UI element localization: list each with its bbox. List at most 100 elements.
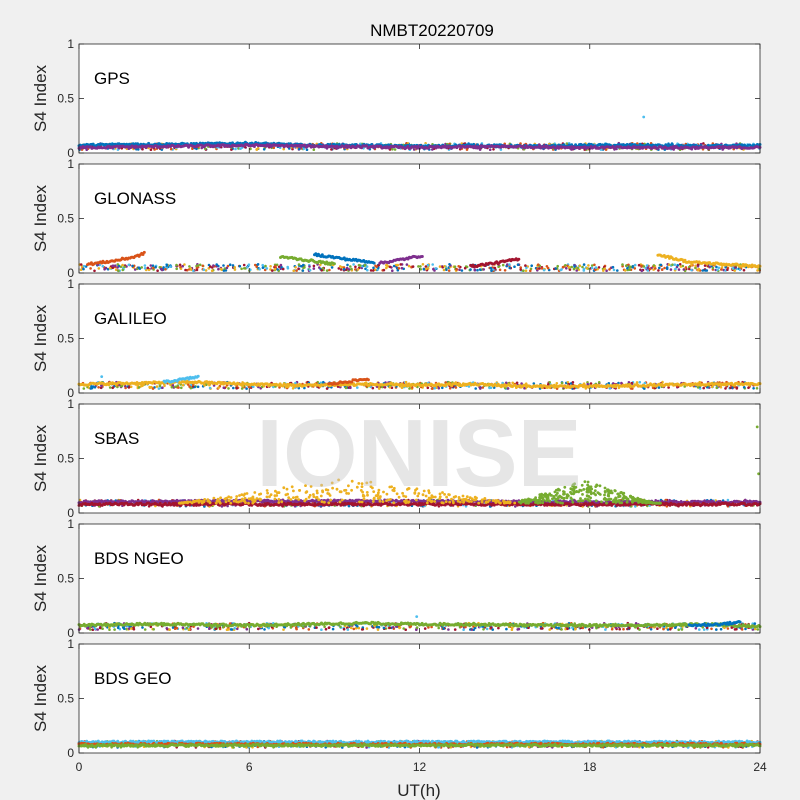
data-point xyxy=(688,267,691,271)
data-point xyxy=(108,266,112,270)
data-point xyxy=(245,387,248,390)
data-point xyxy=(350,267,353,271)
data-point xyxy=(242,263,246,267)
data-point xyxy=(715,386,719,390)
data-point xyxy=(282,147,286,151)
data-point xyxy=(349,265,352,268)
data-point xyxy=(643,381,647,385)
data-point xyxy=(425,267,428,271)
plot-area xyxy=(79,284,760,393)
data-point xyxy=(659,263,663,267)
data-point xyxy=(149,148,153,151)
data-point xyxy=(616,269,619,272)
data-point xyxy=(426,386,430,390)
data-point xyxy=(308,268,312,272)
data-point xyxy=(262,148,266,151)
data-point xyxy=(421,263,425,266)
data-point xyxy=(165,263,169,267)
data-point xyxy=(127,386,131,389)
data-point xyxy=(211,266,214,269)
data-point xyxy=(640,269,644,273)
data-point xyxy=(453,265,457,269)
data-point xyxy=(667,263,671,267)
data-point xyxy=(156,269,159,273)
data-point xyxy=(356,268,360,271)
data-point xyxy=(273,267,277,271)
y-tick-label: 0.5 xyxy=(57,212,74,226)
data-point xyxy=(371,269,375,272)
data-point xyxy=(570,265,573,269)
data-point xyxy=(538,267,541,270)
data-point xyxy=(455,268,459,271)
data-point xyxy=(747,386,750,390)
data-point xyxy=(575,269,578,272)
data-point xyxy=(665,266,669,269)
data-point xyxy=(183,263,186,266)
data-point xyxy=(127,263,131,267)
data-point xyxy=(742,268,746,272)
data-point xyxy=(366,268,369,272)
data-point xyxy=(681,264,685,268)
data-point xyxy=(253,263,257,267)
data-point xyxy=(516,263,520,267)
data-point xyxy=(724,387,727,390)
data-point xyxy=(99,386,103,390)
data-point xyxy=(678,263,682,266)
data-point xyxy=(151,264,155,268)
data-point xyxy=(97,267,101,270)
data-point xyxy=(258,267,261,271)
data-point xyxy=(573,265,576,268)
data-point xyxy=(312,264,316,268)
data-point xyxy=(657,269,660,272)
data-point xyxy=(238,264,242,268)
data-point xyxy=(469,268,472,271)
data-point xyxy=(179,265,182,269)
data-point xyxy=(148,385,151,389)
data-point xyxy=(493,266,497,270)
data-point xyxy=(412,148,416,151)
data-point xyxy=(142,250,146,254)
data-point xyxy=(733,269,736,272)
data-point xyxy=(365,144,369,148)
data-point xyxy=(642,115,646,119)
data-point xyxy=(498,268,502,272)
data-point xyxy=(393,148,397,151)
data-point xyxy=(696,269,700,272)
data-point xyxy=(506,387,510,390)
data-point xyxy=(457,265,461,268)
data-point xyxy=(196,385,200,389)
y-tick-label: 1 xyxy=(67,157,74,171)
data-point xyxy=(635,381,639,384)
data-point xyxy=(222,269,226,272)
data-point xyxy=(391,148,394,151)
data-point xyxy=(654,267,657,270)
data-point xyxy=(292,269,296,273)
data-point xyxy=(522,269,525,273)
data-point xyxy=(325,269,329,272)
data-point xyxy=(752,387,755,390)
data-point xyxy=(478,268,482,271)
data-point xyxy=(151,387,155,390)
data-point xyxy=(366,378,370,382)
data-point xyxy=(663,266,666,270)
data-point xyxy=(279,263,283,267)
data-point xyxy=(441,386,444,390)
data-point xyxy=(181,264,184,268)
data-point xyxy=(524,269,528,273)
data-point xyxy=(612,268,616,272)
data-point xyxy=(338,265,342,268)
y-axis-label: S4 Index xyxy=(31,304,50,372)
data-point xyxy=(149,264,153,267)
data-point xyxy=(519,266,522,269)
y-tick-label: 0 xyxy=(67,146,74,160)
data-point xyxy=(143,267,147,270)
data-point xyxy=(301,269,305,272)
data-point xyxy=(621,263,624,266)
data-point xyxy=(702,386,705,390)
data-point xyxy=(371,386,375,390)
data-point xyxy=(540,267,544,270)
data-point xyxy=(101,264,105,268)
data-point xyxy=(82,387,86,390)
data-point xyxy=(231,264,235,267)
